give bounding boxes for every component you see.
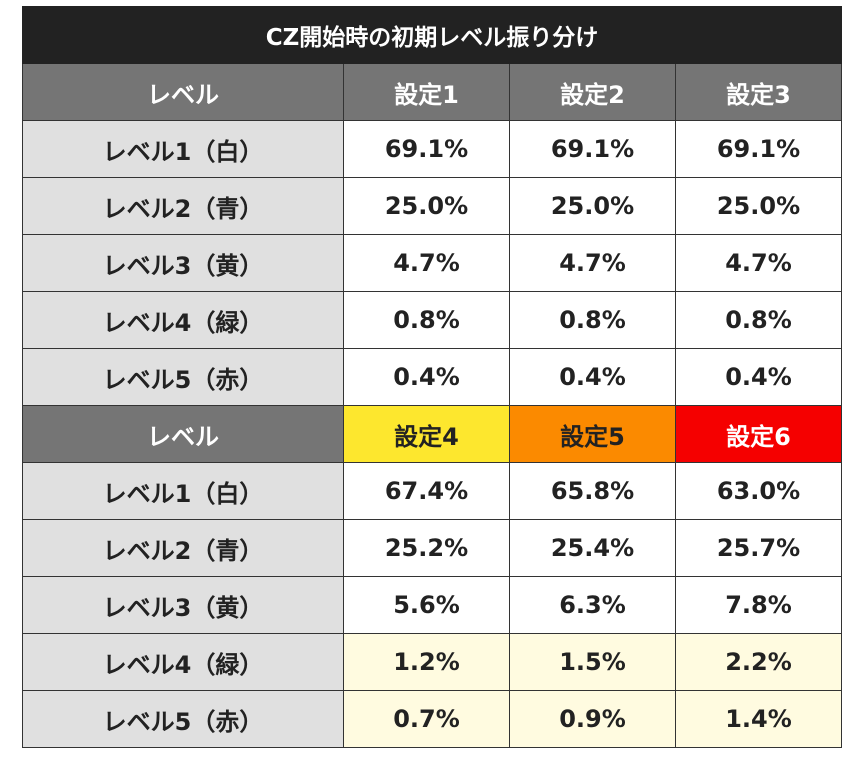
value-cell: 0.8% (675, 291, 842, 349)
table-row: レベル2（青） 25.0% 25.0% 25.0% (22, 177, 842, 235)
row-label: レベル3（黄） (22, 576, 344, 634)
value-cell: 6.3% (509, 576, 676, 634)
row-label: レベル1（白） (22, 462, 344, 520)
row-label: レベル4（緑） (22, 291, 344, 349)
value-cell: 1.4% (675, 690, 842, 748)
table-title: CZ開始時の初期レベル振り分け (22, 6, 842, 64)
table-row: レベル1（白） 67.4% 65.8% 63.0% (22, 462, 842, 520)
header-level: レベル (22, 63, 344, 121)
value-cell: 0.4% (343, 348, 510, 406)
table-row: レベル2（青） 25.2% 25.4% 25.7% (22, 519, 842, 577)
table-row: レベル3（黄） 5.6% 6.3% 7.8% (22, 576, 842, 634)
value-cell: 2.2% (675, 633, 842, 691)
level-distribution-table: CZ開始時の初期レベル振り分け レベル 設定1 設定2 設定3 レベル1（白） 69.1%… (22, 6, 842, 748)
header-setting: 設定2 (509, 63, 676, 121)
header-setting: 設定4 (343, 405, 510, 463)
table-row: レベル1（白） 69.1% 69.1% 69.1% (22, 120, 842, 178)
row-label: レベル1（白） (22, 120, 344, 178)
value-cell: 4.7% (675, 234, 842, 292)
value-cell: 1.2% (343, 633, 510, 691)
value-cell: 0.8% (509, 291, 676, 349)
value-cell: 4.7% (509, 234, 676, 292)
value-cell: 0.4% (509, 348, 676, 406)
value-cell: 25.0% (509, 177, 676, 235)
value-cell: 25.0% (675, 177, 842, 235)
table-row: レベル5（赤） 0.7% 0.9% 1.4% (22, 690, 842, 748)
header-row: レベル 設定1 設定2 設定3 (22, 63, 842, 121)
value-cell: 0.9% (509, 690, 676, 748)
value-cell: 69.1% (509, 120, 676, 178)
table-row: レベル5（赤） 0.4% 0.4% 0.4% (22, 348, 842, 406)
header-setting: 設定1 (343, 63, 510, 121)
value-cell: 0.7% (343, 690, 510, 748)
row-label: レベル2（青） (22, 177, 344, 235)
value-cell: 25.0% (343, 177, 510, 235)
value-cell: 63.0% (675, 462, 842, 520)
header-level: レベル (22, 405, 344, 463)
value-cell: 67.4% (343, 462, 510, 520)
row-label: レベル3（黄） (22, 234, 344, 292)
row-label: レベル5（赤） (22, 690, 344, 748)
value-cell: 25.7% (675, 519, 842, 577)
value-cell: 65.8% (509, 462, 676, 520)
table-row: レベル4（緑） 0.8% 0.8% 0.8% (22, 291, 842, 349)
value-cell: 4.7% (343, 234, 510, 292)
value-cell: 25.4% (509, 519, 676, 577)
header-row: レベル 設定4 設定5 設定6 (22, 405, 842, 463)
row-label: レベル5（赤） (22, 348, 344, 406)
header-setting: 設定3 (675, 63, 842, 121)
value-cell: 7.8% (675, 576, 842, 634)
header-setting: 設定5 (509, 405, 676, 463)
row-label: レベル4（緑） (22, 633, 344, 691)
value-cell: 1.5% (509, 633, 676, 691)
value-cell: 0.4% (675, 348, 842, 406)
value-cell: 69.1% (675, 120, 842, 178)
value-cell: 0.8% (343, 291, 510, 349)
value-cell: 69.1% (343, 120, 510, 178)
table-row: レベル4（緑） 1.2% 1.5% 2.2% (22, 633, 842, 691)
table-row: レベル3（黄） 4.7% 4.7% 4.7% (22, 234, 842, 292)
value-cell: 25.2% (343, 519, 510, 577)
value-cell: 5.6% (343, 576, 510, 634)
row-label: レベル2（青） (22, 519, 344, 577)
header-setting: 設定6 (675, 405, 842, 463)
